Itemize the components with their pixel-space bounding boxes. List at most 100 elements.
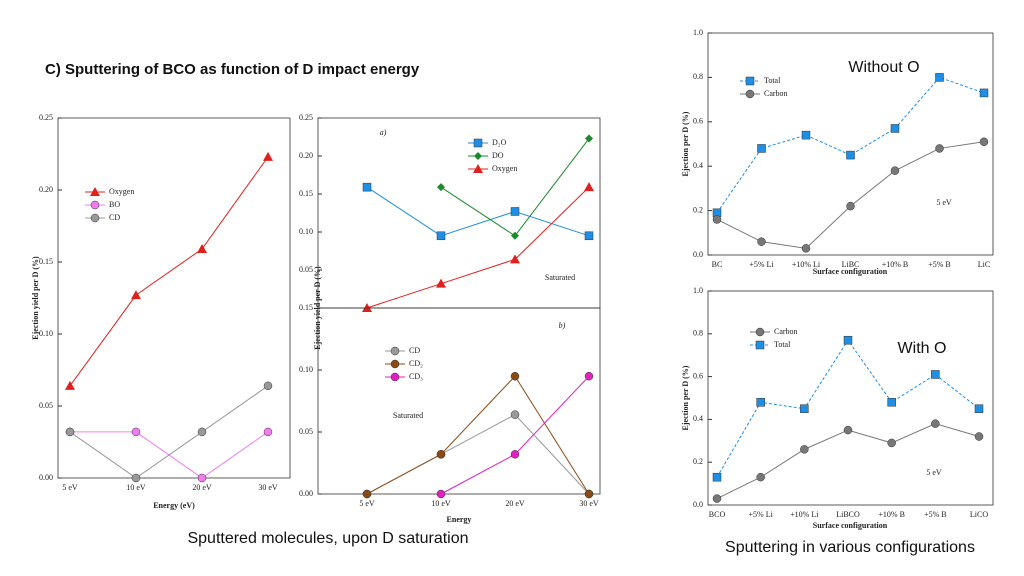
marker xyxy=(745,76,755,86)
x-tick-label: +10% B xyxy=(878,510,905,519)
marker xyxy=(362,303,372,312)
plot-frame xyxy=(317,307,601,495)
marker xyxy=(745,89,755,99)
y-tick-label: 0.25 xyxy=(39,113,53,122)
series-line xyxy=(440,138,590,237)
series-line xyxy=(716,76,985,214)
x-tick-label: 20 eV xyxy=(192,483,212,492)
y-tick-label: 0.05 xyxy=(299,427,313,436)
annotation: Saturated xyxy=(545,273,575,282)
x-tick-label: LiCO xyxy=(970,510,988,519)
marker xyxy=(510,207,520,216)
y-tick-label: 0.0 xyxy=(693,250,703,259)
marker xyxy=(197,427,207,437)
marker xyxy=(510,254,520,264)
legend-label: Carbon xyxy=(764,89,788,98)
y-tick-label: 0.15 xyxy=(299,189,313,198)
x-tick-label: 5 eV xyxy=(359,499,375,508)
marker xyxy=(131,427,141,437)
marker xyxy=(362,182,372,192)
y-tick-label: 0.4 xyxy=(693,414,703,423)
marker xyxy=(756,472,765,482)
x-tick-label: 10 eV xyxy=(126,483,146,492)
marker xyxy=(585,134,593,143)
legend-label: CD xyxy=(109,213,120,222)
marker xyxy=(755,327,765,337)
marker xyxy=(712,494,722,503)
marker xyxy=(584,489,594,499)
y-tick-label: 0.15 xyxy=(39,257,53,266)
y-axis-label: Ejection yield per D (%) xyxy=(313,266,322,350)
series-line xyxy=(716,339,980,478)
marker xyxy=(712,472,722,482)
marker xyxy=(931,370,940,379)
legend-label: Carbon xyxy=(774,327,798,336)
marker xyxy=(90,200,100,210)
y-tick-label: 0.15 xyxy=(299,303,313,312)
marker xyxy=(510,450,520,459)
marker xyxy=(890,124,900,133)
series-line xyxy=(366,186,590,309)
marker xyxy=(90,213,100,223)
legend-label: Total xyxy=(764,76,781,85)
marker xyxy=(974,404,984,413)
y-tick-label: 0.00 xyxy=(39,473,53,482)
x-tick-label: 30 eV xyxy=(258,483,278,492)
x-tick-label: +5% B xyxy=(924,510,947,519)
y-tick-label: 0.05 xyxy=(39,401,53,410)
marker xyxy=(890,166,900,175)
marker xyxy=(584,231,594,241)
marker xyxy=(65,380,75,390)
marker xyxy=(263,427,273,437)
marker xyxy=(511,231,519,240)
annotation: 5 eV xyxy=(926,468,942,477)
legend-label: CD₂ xyxy=(409,359,423,368)
x-tick-label: +5% B xyxy=(928,260,951,269)
x-tick-label: +10% Li xyxy=(792,260,821,269)
marker xyxy=(131,473,141,483)
slide-title: C) Sputtering of BCO as function of D im… xyxy=(45,61,420,78)
marker xyxy=(510,410,520,419)
y-tick-label: 0.0 xyxy=(693,500,703,509)
legend-label: Oxygen xyxy=(492,164,517,173)
marker xyxy=(197,473,207,483)
x-tick-label: BCO xyxy=(709,510,726,519)
legend-label: CD₃ xyxy=(409,372,423,381)
marker xyxy=(757,144,766,153)
marker xyxy=(584,182,594,192)
y-tick-label: 0.6 xyxy=(693,371,703,380)
marker xyxy=(390,372,400,382)
y-axis-label: Ejection per D (%) xyxy=(681,111,690,176)
marker xyxy=(584,371,594,381)
marker xyxy=(436,231,446,241)
y-tick-label: 0.10 xyxy=(39,329,53,338)
annotation: b) xyxy=(559,321,566,330)
plot-frame xyxy=(707,32,994,256)
x-tick-label: +10% Li xyxy=(790,510,819,519)
y-tick-label: 0.10 xyxy=(299,227,313,236)
marker xyxy=(935,73,944,82)
legend-label: D₂O xyxy=(492,138,507,147)
y-tick-label: 0.20 xyxy=(39,185,53,194)
y-tick-label: 0.25 xyxy=(299,113,313,122)
panel-label: With O xyxy=(898,340,947,357)
annotation: 5 eV xyxy=(936,198,952,207)
x-axis-label: Surface configuration xyxy=(813,267,888,276)
annotation: a) xyxy=(380,128,387,137)
x-tick-label: 20 eV xyxy=(505,499,525,508)
x-tick-label: +10% B xyxy=(882,260,909,269)
marker xyxy=(390,346,400,356)
marker xyxy=(801,244,811,253)
marker xyxy=(197,244,207,254)
x-tick-label: LiC xyxy=(978,260,990,269)
marker xyxy=(979,137,989,147)
marker xyxy=(437,183,445,192)
y-tick-label: 0.00 xyxy=(299,489,313,498)
series-line xyxy=(366,375,590,495)
series-line xyxy=(69,385,269,479)
legend-label: Total xyxy=(774,340,791,349)
marker xyxy=(263,381,273,391)
marker xyxy=(390,359,400,369)
panel-label: Without O xyxy=(848,59,919,76)
marker xyxy=(755,340,765,350)
